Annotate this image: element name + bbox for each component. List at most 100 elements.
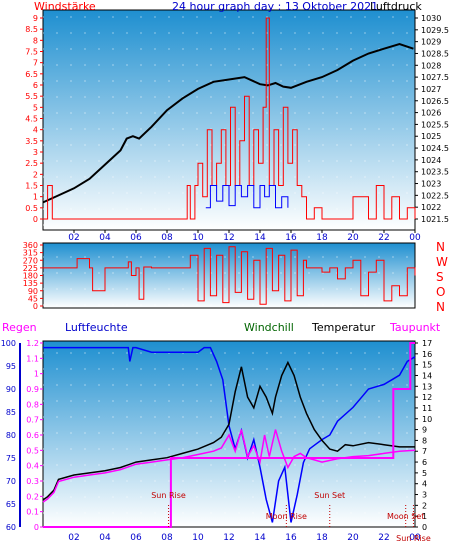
x-axis-tick-label-bottom: 10 xyxy=(192,533,204,543)
temp-axis-tick-label: 12 xyxy=(422,393,432,402)
pressure-axis-tick-label: 1022 xyxy=(421,203,441,212)
pressure-axis-title: Luftdruck xyxy=(370,0,422,13)
x-axis-tick-label-bottom: 16 xyxy=(285,533,297,543)
wind-axis-tick-label: 1 xyxy=(33,193,38,202)
x-axis-tick-label-bottom: 04 xyxy=(99,533,111,543)
pressure-axis-tick-label: 1029 xyxy=(421,38,441,47)
pressure-line xyxy=(42,42,414,204)
astro-label: Sun Set xyxy=(314,491,345,500)
pressure-axis-tick-label: 1024 xyxy=(421,156,441,165)
x-axis-tick-label: 20 xyxy=(347,233,359,243)
x-axis-tick-label: 00 xyxy=(409,233,421,243)
compass-label: W xyxy=(436,255,448,269)
astro-label: Moon Set xyxy=(387,512,424,521)
x-axis-tick-label: 16 xyxy=(285,233,297,243)
wind-axis-tick-label: 9 xyxy=(33,14,38,23)
wind-axis-tick-label: 8 xyxy=(33,36,38,45)
gust-line xyxy=(205,185,289,209)
pressure-axis-tick-label: 1028.5 xyxy=(421,49,449,58)
annotations-layer: Sun Rise Moon Rise Sun Set Moon Set Sun Rise xyxy=(151,491,431,543)
wind-axis-tick-label: 2 xyxy=(33,170,38,179)
temp-axis-tick-label: 3 xyxy=(422,491,427,500)
pressure-axis-tick-label: 1027 xyxy=(421,85,441,94)
direction-axis-tick-label: 135 xyxy=(23,279,38,288)
humidity-line xyxy=(43,346,416,523)
wind-axis-tick-label: 7 xyxy=(33,59,38,68)
pressure-axis-tick-label: 1023 xyxy=(421,180,441,189)
astro-label: Sun Rise xyxy=(396,534,431,543)
temp-axis-tick-label: 1 xyxy=(422,512,427,521)
wind-axis-tick-label: 0 xyxy=(33,215,38,224)
direction-axis-tick-label: 225 xyxy=(23,264,38,273)
pressure-axis-tick-label: 1024.5 xyxy=(421,144,449,153)
x-axis-tick-label: 06 xyxy=(130,233,142,243)
humidity-axis-tick-label: 80 xyxy=(6,431,16,440)
wind-axis-tick-label: 6.5 xyxy=(25,70,38,79)
humidity-axis-tick-label: 90 xyxy=(6,385,16,394)
axes-layer: 00.511.522.533.544.555.566.577.588.59102… xyxy=(1,14,449,543)
direction-axis-tick-label: 0 xyxy=(33,302,38,311)
temp-axis-tick-label: 7 xyxy=(422,447,427,456)
temp-axis-tick-label: 4 xyxy=(422,480,427,489)
rain-axis-tick-label: 0.8 xyxy=(26,400,39,409)
rain-line xyxy=(43,342,415,528)
rain-axis-tick-label: 0.1 xyxy=(26,508,39,517)
compass-label: N xyxy=(436,300,445,314)
x-axis-tick-label: 08 xyxy=(161,233,173,243)
humidity-axis-tick-label: 100 xyxy=(1,339,16,348)
temp-axis-tick-label: 13 xyxy=(422,382,432,391)
wind-axis-tick-label: 5.5 xyxy=(25,92,38,101)
windchill-label: Windchill xyxy=(244,321,294,334)
wind-axis-tick-label: 4 xyxy=(33,126,38,135)
x-axis-tick-label-bottom: 06 xyxy=(130,533,142,543)
temp-axis-tick-label: 5 xyxy=(422,469,427,478)
temp-axis-tick-label: 0 xyxy=(422,523,427,532)
temp-axis-tick-label: 17 xyxy=(422,339,432,348)
x-axis-tick-label-bottom: 22 xyxy=(378,533,389,543)
temp-axis-tick-label: 8 xyxy=(422,436,427,445)
humidity-axis-tick-label: 85 xyxy=(6,408,16,417)
pressure-axis-tick-label: 1028 xyxy=(421,61,441,70)
wind-speed-line xyxy=(43,17,416,220)
temp-axis-tick-label: 15 xyxy=(422,361,432,370)
astro-label: Sun Rise xyxy=(151,491,186,500)
x-axis-tick-label-bottom: 02 xyxy=(68,533,79,543)
direction-axis-tick-label: 180 xyxy=(23,272,38,281)
luftfeuchte-label: Luftfeuchte xyxy=(65,321,128,334)
x-axis-tick-label: 22 xyxy=(378,233,389,243)
humidity-axis-tick-label: 70 xyxy=(6,477,16,486)
pressure-axis-tick-label: 1025.5 xyxy=(421,120,449,129)
compass-label: S xyxy=(436,270,444,284)
pressure-axis-tick-label: 1030 xyxy=(421,14,441,23)
x-axis-tick-label: 02 xyxy=(68,233,79,243)
humidity-axis-tick-label: 60 xyxy=(6,523,16,532)
temp-axis-tick-label: 9 xyxy=(422,426,427,435)
wind-direction-line xyxy=(43,246,416,305)
temperature-line xyxy=(42,360,415,501)
x-axis-tick-label-bottom: 08 xyxy=(161,533,173,543)
x-axis-tick-label-bottom: 18 xyxy=(316,533,328,543)
x-axis-tick-label: 10 xyxy=(192,233,204,243)
wind-axis-tick-label: 8.5 xyxy=(25,25,38,34)
direction-axis-tick-label: 315 xyxy=(23,249,38,258)
wind-axis-tick-label: 3.5 xyxy=(25,137,38,146)
pressure-axis-tick-label: 1029.5 xyxy=(421,26,449,35)
rain-axis-tick-label: 0.3 xyxy=(26,477,39,486)
pressure-axis-tick-label: 1025 xyxy=(421,132,441,141)
x-axis-tick-label-bottom: 20 xyxy=(347,533,359,543)
x-axis-tick-label: 04 xyxy=(99,233,111,243)
regen-label: Regen xyxy=(2,321,37,334)
humidity-axis-tick-label: 95 xyxy=(6,362,16,371)
temp-axis-tick-label: 14 xyxy=(422,371,432,380)
wind-axis-tick-label: 1.5 xyxy=(25,182,38,191)
pressure-axis-tick-label: 1026.5 xyxy=(421,97,449,106)
taupunkt-label: Taupunkt xyxy=(389,321,441,334)
temperatur-label: Temperatur xyxy=(311,321,376,334)
rain-axis-tick-label: 0.2 xyxy=(26,492,39,501)
compass-label: O xyxy=(436,285,445,299)
rain-axis-tick-label: 1.2 xyxy=(26,339,39,348)
astro-label: Moon Rise xyxy=(266,512,307,521)
rain-axis-tick-label: 0.5 xyxy=(26,446,39,455)
temp-axis-tick-label: 11 xyxy=(422,404,432,413)
